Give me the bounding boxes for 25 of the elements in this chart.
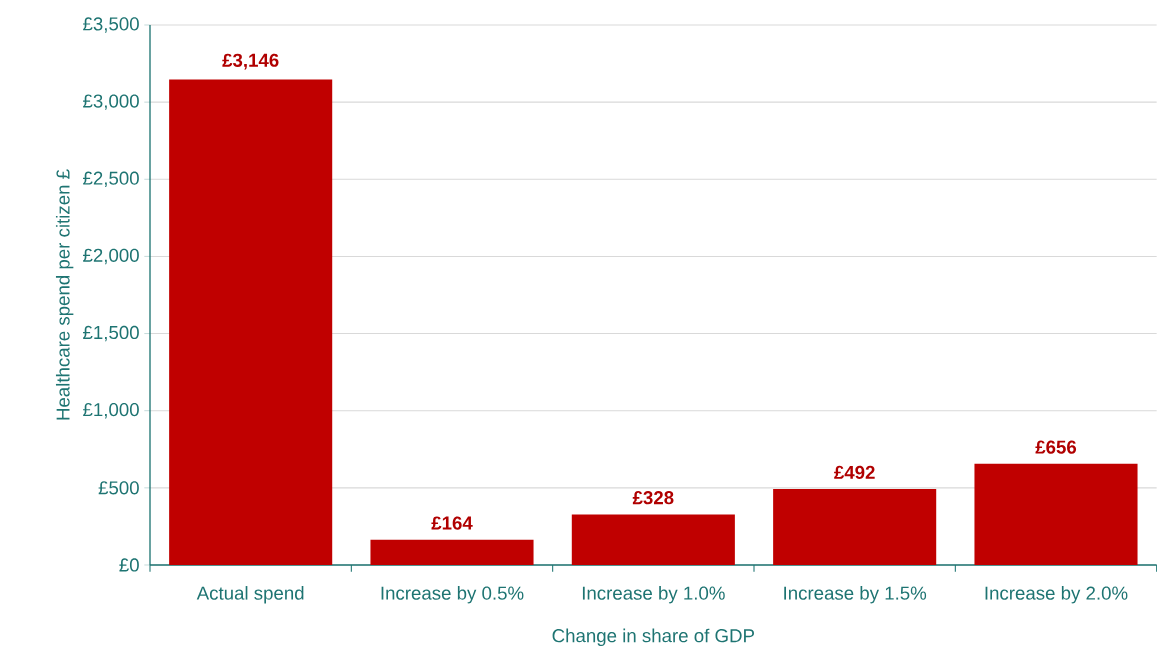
data-label: £492 [834,465,875,480]
bar [169,79,333,565]
x-tick-label: Increase by 1.0% [582,586,725,604]
y-tick-label: £1,500 [83,325,139,342]
data-label: £328 [632,491,674,505]
y-tick-label: £3,000 [83,94,139,110]
x-tick-label: Increase by 2.0% [985,586,1128,604]
data-label: £656 [1035,440,1077,454]
x-tick-label: Increase by 0.5% [381,586,524,604]
bar [571,514,735,565]
bar [370,539,534,565]
x-tick-label: Actual spend [196,586,304,604]
data-label: £164 [431,516,473,530]
x-tick-label: Increase by 1.5% [784,586,927,604]
bar [773,489,937,565]
y-tick-label: £2,500 [83,171,139,187]
x-axis-title: Change in share of GDP [552,628,755,646]
y-tick-label: £500 [98,481,139,495]
y-tick-label: £1,000 [83,402,139,419]
y-tick-label: £2,000 [83,248,139,265]
bar [974,463,1138,565]
y-tick-label: £0 [119,558,139,572]
data-label: £3,146 [222,53,279,70]
y-tick-label: £3,500 [83,17,139,33]
y-axis-title: Healthcare spend per citizen £ [55,169,74,420]
